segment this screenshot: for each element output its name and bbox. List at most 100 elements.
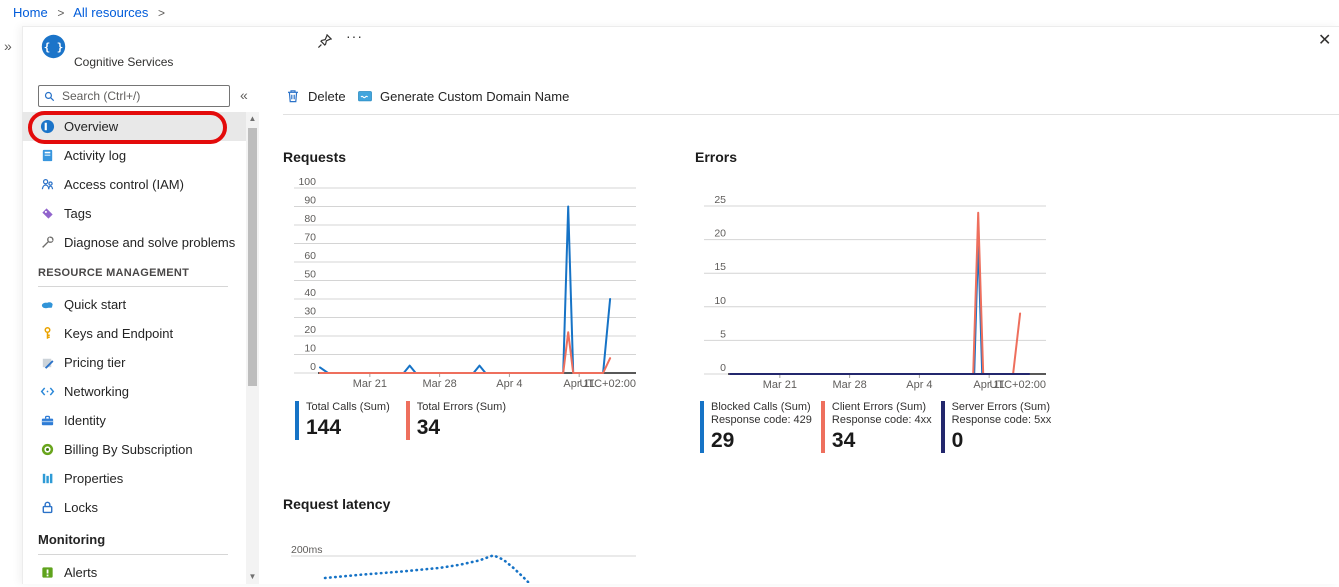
alerts-icon (40, 565, 55, 580)
access-control-icon (40, 177, 55, 192)
svg-text:10: 10 (714, 295, 726, 307)
divider (38, 554, 228, 555)
svg-text:Apr 4: Apr 4 (906, 379, 932, 391)
sidebar-nav: Overview Activity log Access control (IA… (22, 112, 246, 587)
svg-text:50: 50 (304, 269, 316, 281)
sidebar-item-billing[interactable]: Billing By Subscription (22, 435, 246, 464)
breadcrumb-all-resources[interactable]: All resources (73, 5, 149, 20)
sidebar-search (38, 85, 230, 107)
breadcrumb-home[interactable]: Home (13, 5, 48, 20)
breadcrumb: Home > All resources > (13, 5, 171, 20)
svg-text:UTC+02:00: UTC+02:00 (989, 379, 1046, 391)
identity-icon (40, 413, 55, 428)
collapse-sidebar-icon[interactable]: « (240, 87, 248, 103)
legend-total-errors: Total Errors (Sum) 34 (405, 401, 506, 440)
legend-client-errors: Client Errors (Sum) Response code: 4xx 3… (820, 401, 932, 453)
chart-title-latency: Request latency (283, 496, 391, 512)
svg-text:80: 80 (304, 213, 316, 225)
sidebar-item-keys-endpoint[interactable]: Keys and Endpoint (22, 319, 246, 348)
legend-total-calls: Total Calls (Sum) 144 (295, 401, 390, 440)
overview-icon (40, 119, 55, 134)
scroll-up-icon[interactable]: ▲ (248, 114, 257, 123)
lock-icon (40, 500, 55, 515)
sidebar-item-activity-log[interactable]: Activity log (22, 141, 246, 170)
close-blade-icon[interactable]: ✕ (1318, 32, 1332, 49)
cognitive-services-icon: { } (40, 33, 67, 60)
svg-text:25: 25 (714, 194, 726, 206)
sidebar-item-diagnose[interactable]: Diagnose and solve problems (22, 228, 246, 257)
scrollbar-thumb[interactable] (248, 128, 257, 386)
svg-text:90: 90 (304, 195, 316, 207)
pin-icon[interactable] (316, 32, 334, 55)
sidebar-item-identity[interactable]: Identity (22, 406, 246, 435)
expand-portal-menu-icon[interactable]: » (4, 38, 12, 54)
divider (38, 286, 228, 287)
scroll-down-icon[interactable]: ▼ (248, 572, 257, 581)
sidebar-item-properties[interactable]: Properties (22, 464, 246, 493)
breadcrumb-separator: > (57, 6, 65, 20)
diagnose-icon (40, 235, 55, 250)
svg-text:20: 20 (304, 324, 316, 336)
svg-text:30: 30 (304, 306, 316, 318)
sidebar-scrollbar: ▲ ▼ (246, 112, 259, 584)
svg-text:40: 40 (304, 287, 316, 299)
chart-title-requests: Requests (283, 149, 347, 165)
sidebar-item-alerts[interactable]: Alerts (22, 558, 246, 587)
svg-text:0: 0 (310, 361, 316, 373)
pricing-tier-icon (40, 355, 55, 370)
delete-button[interactable]: Delete (285, 85, 346, 107)
search-input[interactable] (60, 88, 225, 104)
sidebar-item-access-control[interactable]: Access control (IAM) (22, 170, 246, 199)
errors-legend: Blocked Calls (Sum) Response code: 429 2… (700, 401, 1075, 453)
svg-text:Mar 28: Mar 28 (832, 379, 866, 391)
svg-text:15: 15 (714, 261, 726, 273)
legend-server-errors: Server Errors (Sum) Response code: 5xx 0 (940, 401, 1051, 453)
sidebar-item-overview[interactable]: Overview (22, 112, 246, 141)
activity-log-icon (40, 148, 55, 163)
svg-text:Mar 28: Mar 28 (422, 378, 456, 390)
latency-chart-tile[interactable]: Request latency 200ms (283, 493, 663, 583)
section-monitoring: Monitoring (22, 532, 246, 555)
latency-chart: 200ms (283, 522, 663, 583)
svg-text:UTC+02:00: UTC+02:00 (579, 378, 636, 390)
svg-text:Mar 21: Mar 21 (763, 379, 797, 391)
resource-title: Cognitive Services (74, 55, 174, 69)
svg-text:200ms: 200ms (291, 544, 323, 556)
errors-chart: 25 20 15 10 5 0 Mar 21 Mar 28 Apr 4 Apr 11 UTC+02:… (695, 175, 1075, 399)
breadcrumb-separator: > (158, 6, 166, 20)
sidebar-item-networking[interactable]: Networking (22, 377, 246, 406)
more-options-icon[interactable]: ··· (346, 28, 363, 44)
svg-text:20: 20 (714, 228, 726, 240)
svg-text:60: 60 (304, 250, 316, 262)
svg-text:Apr 11: Apr 11 (973, 379, 1005, 391)
sidebar-item-tags[interactable]: Tags (22, 199, 246, 228)
key-icon (40, 326, 55, 341)
svg-text:{ }: { } (44, 41, 63, 54)
search-icon (43, 90, 56, 103)
requests-chart-tile[interactable]: Requests 100 90 80 70 60 50 40 30 20 10 0 Mar 21 Mar… (283, 146, 663, 440)
svg-text:Apr 4: Apr 4 (496, 378, 522, 390)
chart-title-errors: Errors (695, 149, 738, 165)
svg-text:0: 0 (720, 362, 726, 374)
divider (283, 114, 1339, 115)
svg-text:100: 100 (298, 176, 316, 188)
properties-icon (40, 471, 55, 486)
svg-text:Apr 11: Apr 11 (563, 378, 595, 390)
section-resource-management: RESOURCE MANAGEMENT (22, 267, 246, 287)
sidebar-item-pricing-tier[interactable]: Pricing tier (22, 348, 246, 377)
trash-icon (288, 90, 298, 103)
svg-text:5: 5 (720, 328, 726, 340)
generate-custom-domain-button[interactable]: Generate Custom Domain Name (357, 85, 569, 107)
requests-legend: Total Calls (Sum) 144 Total Errors (Sum)… (295, 401, 663, 440)
tags-icon (40, 206, 55, 221)
errors-chart-tile[interactable]: Errors 25 20 15 10 5 0 Mar 21 Mar 28 Apr 4 Apr 11… (695, 146, 1075, 453)
domain-card-icon (358, 91, 372, 102)
sidebar-item-quick-start[interactable]: Quick start (22, 290, 246, 319)
svg-text:10: 10 (304, 343, 316, 355)
legend-blocked-calls: Blocked Calls (Sum) Response code: 429 2… (700, 401, 812, 453)
svg-text:Mar 21: Mar 21 (353, 378, 387, 390)
svg-text:70: 70 (304, 232, 316, 244)
sidebar-item-locks[interactable]: Locks (22, 493, 246, 522)
